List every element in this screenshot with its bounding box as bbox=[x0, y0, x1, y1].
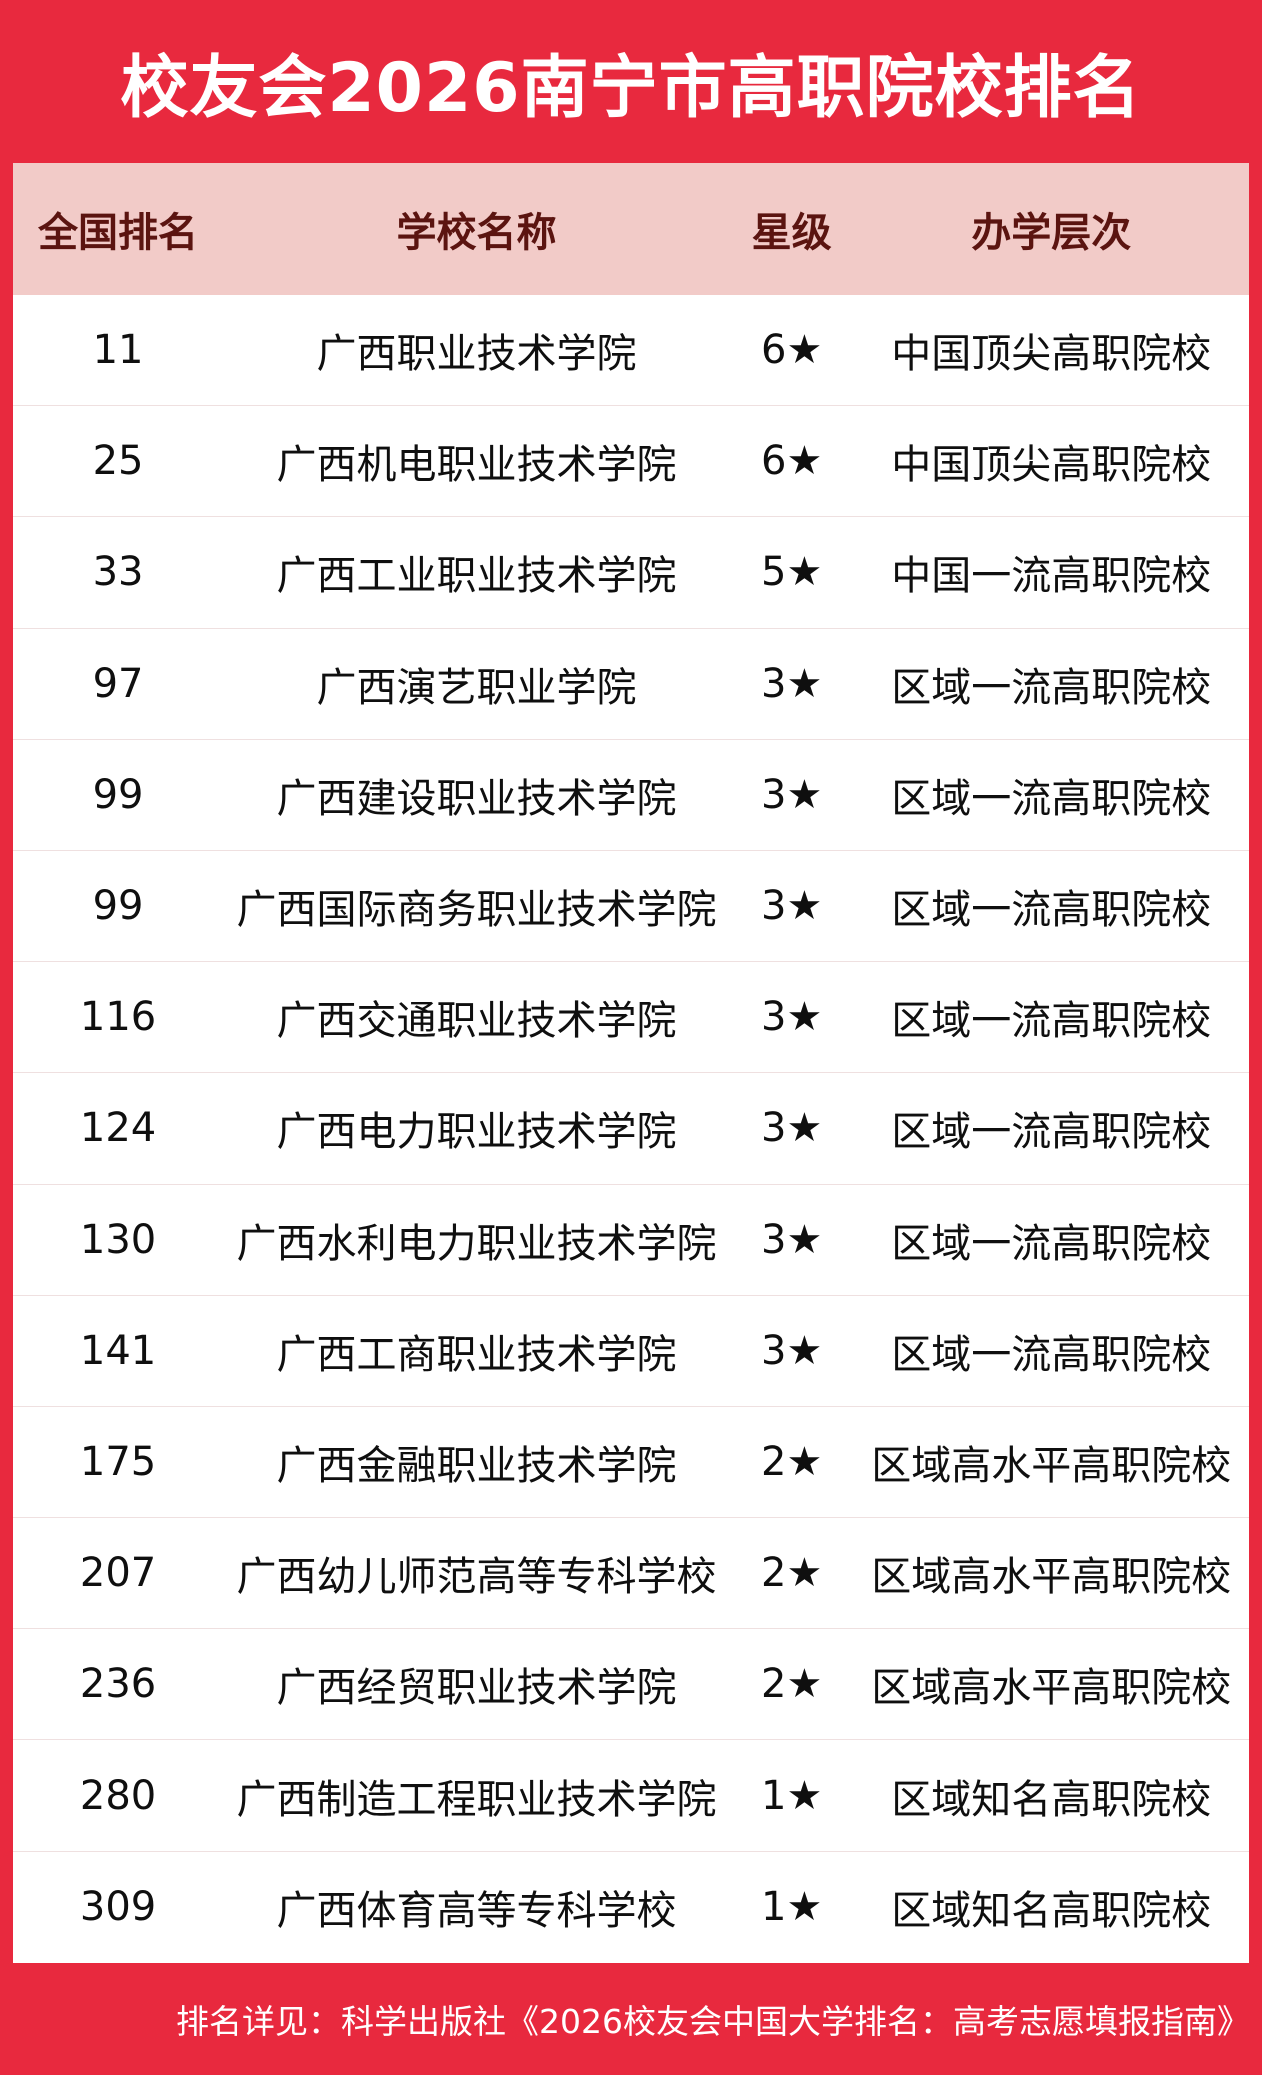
tier-cell: 区域高水平高职院校 bbox=[871, 1442, 1232, 1489]
star-cell: 2★ bbox=[761, 1661, 823, 1708]
school-cell: 广西工商职业技术学院 bbox=[276, 1331, 677, 1378]
rank-cell: 207 bbox=[79, 1550, 157, 1597]
rank-cell: 130 bbox=[79, 1216, 157, 1263]
table-row: 280 广西制造工程职业技术学院 1★ 区域知名高职院校 bbox=[13, 1740, 1249, 1852]
column-header-tier: 办学层次 bbox=[971, 210, 1132, 256]
tier-cell: 区域知名高职院校 bbox=[891, 1888, 1212, 1935]
table-row: 11 广西职业技术学院 6★ 中国顶尖高职院校 bbox=[13, 295, 1249, 407]
footer-note: 排名详见：科学出版社《2026校友会中国大学排名：高考志愿填报指南》 bbox=[176, 2001, 1250, 2041]
table-row: 236 广西经贸职业技术学院 2★ 区域高水平高职院校 bbox=[13, 1629, 1249, 1741]
star-cell: 5★ bbox=[761, 549, 823, 596]
column-header-star: 星级 bbox=[751, 210, 832, 256]
rank-cell: 99 bbox=[92, 771, 144, 818]
tier-cell: 区域知名高职院校 bbox=[891, 1776, 1212, 1823]
column-header-school: 学校名称 bbox=[396, 210, 557, 256]
tier-cell: 区域一流高职院校 bbox=[891, 1331, 1212, 1378]
star-cell: 3★ bbox=[761, 883, 823, 930]
star-cell: 1★ bbox=[761, 1884, 823, 1931]
page-title: 校友会2026南宁市高职院校排名 bbox=[120, 49, 1142, 128]
rank-cell: 11 bbox=[92, 327, 144, 374]
tier-cell: 区域一流高职院校 bbox=[891, 775, 1212, 822]
table-row: 309 广西体育高等专科学校 1★ 区域知名高职院校 bbox=[13, 1852, 1249, 1963]
star-cell: 2★ bbox=[761, 1438, 823, 1485]
tier-cell: 中国顶尖高职院校 bbox=[891, 331, 1212, 378]
star-cell: 3★ bbox=[761, 994, 823, 1041]
table-row: 124 广西电力职业技术学院 3★ 区域一流高职院校 bbox=[13, 1073, 1249, 1185]
rank-cell: 99 bbox=[92, 883, 144, 930]
star-cell: 3★ bbox=[761, 1105, 823, 1152]
rank-cell: 25 bbox=[92, 438, 144, 485]
school-cell: 广西水利电力职业技术学院 bbox=[236, 1220, 717, 1267]
star-cell: 3★ bbox=[761, 1216, 823, 1263]
table-row: 99 广西建设职业技术学院 3★ 区域一流高职院校 bbox=[13, 740, 1249, 851]
table-row: 99 广西国际商务职业技术学院 3★ 区域一流高职院校 bbox=[13, 851, 1249, 963]
tier-cell: 中国一流高职院校 bbox=[891, 553, 1212, 600]
rank-cell: 124 bbox=[79, 1105, 157, 1152]
star-cell: 6★ bbox=[761, 438, 823, 485]
star-cell: 2★ bbox=[761, 1550, 823, 1597]
table-body: 11 广西职业技术学院 6★ 中国顶尖高职院校 25 广西机电职业技术学院 6★… bbox=[13, 295, 1249, 1963]
tier-cell: 区域高水平高职院校 bbox=[871, 1665, 1232, 1712]
school-cell: 广西演艺职业学院 bbox=[316, 664, 637, 711]
table-header: 全国排名 学校名称 星级 办学层次 bbox=[13, 163, 1249, 295]
table-row: 207 广西幼儿师范高等专科学校 2★ 区域高水平高职院校 bbox=[13, 1518, 1249, 1630]
table-row: 175 广西金融职业技术学院 2★ 区域高水平高职院校 bbox=[13, 1407, 1249, 1519]
tier-cell: 区域高水平高职院校 bbox=[871, 1554, 1232, 1601]
school-cell: 广西经贸职业技术学院 bbox=[276, 1665, 677, 1712]
star-cell: 3★ bbox=[761, 660, 823, 707]
school-cell: 广西交通职业技术学院 bbox=[276, 998, 677, 1045]
school-cell: 广西国际商务职业技术学院 bbox=[236, 887, 717, 934]
footer: 排名详见：科学出版社《2026校友会中国大学排名：高考志愿填报指南》 bbox=[0, 1963, 1262, 2075]
star-cell: 3★ bbox=[761, 1327, 823, 1374]
table-row: 33 广西工业职业技术学院 5★ 中国一流高职院校 bbox=[13, 517, 1249, 629]
table-row: 141 广西工商职业技术学院 3★ 区域一流高职院校 bbox=[13, 1296, 1249, 1407]
rank-cell: 141 bbox=[79, 1327, 157, 1374]
tier-cell: 区域一流高职院校 bbox=[891, 1109, 1212, 1156]
star-cell: 3★ bbox=[761, 771, 823, 818]
school-cell: 广西工业职业技术学院 bbox=[276, 553, 677, 600]
table-row: 116 广西交通职业技术学院 3★ 区域一流高职院校 bbox=[13, 962, 1249, 1074]
tier-cell: 区域一流高职院校 bbox=[891, 664, 1212, 711]
rank-cell: 97 bbox=[92, 660, 144, 707]
title-band: 校友会2026南宁市高职院校排名 bbox=[0, 0, 1262, 163]
school-cell: 广西建设职业技术学院 bbox=[276, 775, 677, 822]
table-row: 130 广西水利电力职业技术学院 3★ 区域一流高职院校 bbox=[13, 1185, 1249, 1296]
star-cell: 1★ bbox=[761, 1772, 823, 1819]
rank-cell: 280 bbox=[79, 1772, 157, 1819]
table-row: 25 广西机电职业技术学院 6★ 中国顶尖高职院校 bbox=[13, 406, 1249, 518]
school-cell: 广西职业技术学院 bbox=[316, 331, 637, 378]
tier-cell: 区域一流高职院校 bbox=[891, 998, 1212, 1045]
school-cell: 广西电力职业技术学院 bbox=[276, 1109, 677, 1156]
table-row: 97 广西演艺职业学院 3★ 区域一流高职院校 bbox=[13, 629, 1249, 740]
school-cell: 广西幼儿师范高等专科学校 bbox=[236, 1554, 717, 1601]
rank-cell: 116 bbox=[79, 994, 157, 1041]
school-cell: 广西制造工程职业技术学院 bbox=[236, 1776, 717, 1823]
rank-cell: 309 bbox=[79, 1884, 157, 1931]
tier-cell: 区域一流高职院校 bbox=[891, 1220, 1212, 1267]
school-cell: 广西金融职业技术学院 bbox=[276, 1442, 677, 1489]
rank-cell: 236 bbox=[79, 1661, 157, 1708]
tier-cell: 区域一流高职院校 bbox=[891, 887, 1212, 934]
school-cell: 广西体育高等专科学校 bbox=[276, 1888, 677, 1935]
ranking-table: 全国排名 学校名称 星级 办学层次 11 广西职业技术学院 6★ 中国顶尖高职院… bbox=[13, 163, 1249, 1963]
rank-cell: 175 bbox=[79, 1438, 157, 1485]
star-cell: 6★ bbox=[761, 327, 823, 374]
tier-cell: 中国顶尖高职院校 bbox=[891, 442, 1212, 489]
column-header-rank: 全国排名 bbox=[38, 210, 199, 256]
rank-cell: 33 bbox=[92, 549, 144, 596]
school-cell: 广西机电职业技术学院 bbox=[276, 442, 677, 489]
